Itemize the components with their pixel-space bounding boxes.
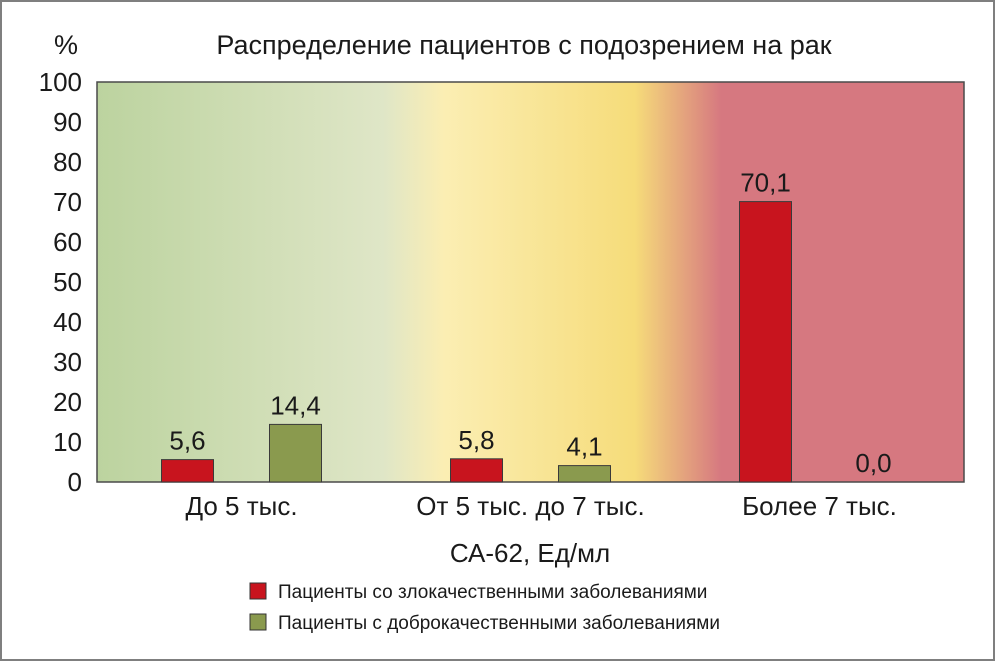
- bar: [558, 465, 611, 483]
- chart-title: Распределение пациентов с подозрением на…: [216, 30, 831, 60]
- data-label: 70,1: [740, 168, 791, 198]
- y-tick-label: 100: [39, 67, 82, 97]
- bars: [161, 201, 792, 483]
- legend-item-malignant: Пациенты со злокачественными заболевания…: [249, 582, 707, 603]
- legend-swatch-benign: [249, 613, 267, 631]
- x-tick-label: До 5 тыс.: [185, 491, 297, 521]
- bar: [269, 423, 322, 483]
- y-tick-label: 0: [68, 467, 82, 497]
- plot-area: [96, 81, 965, 483]
- legend-label-malignant: Пациенты со злокачественными заболевания…: [278, 582, 707, 603]
- legend-item-benign: Пациенты с доброкачественными заболевани…: [249, 613, 720, 634]
- x-tick-label: От 5 тыс. до 7 тыс.: [416, 491, 644, 521]
- y-tick-label: 60: [53, 227, 82, 257]
- data-label: 4,1: [566, 432, 602, 462]
- y-tick-label: 70: [53, 187, 82, 217]
- data-label: 5,8: [458, 425, 494, 455]
- x-tick-label: Более 7 тыс.: [742, 491, 897, 521]
- bar: [161, 459, 214, 483]
- y-tick-label: 10: [53, 427, 82, 457]
- legend-swatch-malignant: [249, 582, 267, 600]
- y-tick-label: 90: [53, 107, 82, 137]
- y-tick-label: 30: [53, 347, 82, 377]
- bar: [450, 458, 503, 483]
- y-tick-label: 80: [53, 147, 82, 177]
- data-labels: 5,6 14,4 5,8 4,1 70,1 0,0: [169, 168, 891, 478]
- y-axis: 0 10 20 30 40 50 60 70 80 90 100: [39, 67, 82, 497]
- y-tick-label: 50: [53, 267, 82, 297]
- legend: Пациенты со злокачественными заболевания…: [249, 582, 720, 634]
- data-label: 5,6: [169, 426, 205, 456]
- data-label: 0,0: [855, 448, 891, 478]
- x-axis-label: СА-62, Ед/мл: [450, 538, 610, 568]
- data-label: 14,4: [270, 390, 321, 420]
- x-axis: До 5 тыс. От 5 тыс. до 7 тыс. Более 7 тыс.: [185, 491, 896, 521]
- legend-label-benign: Пациенты с доброкачественными заболевани…: [278, 613, 720, 634]
- y-tick-label: 40: [53, 307, 82, 337]
- bar: [739, 201, 792, 483]
- y-unit-label: %: [54, 30, 78, 60]
- y-tick-label: 20: [53, 387, 82, 417]
